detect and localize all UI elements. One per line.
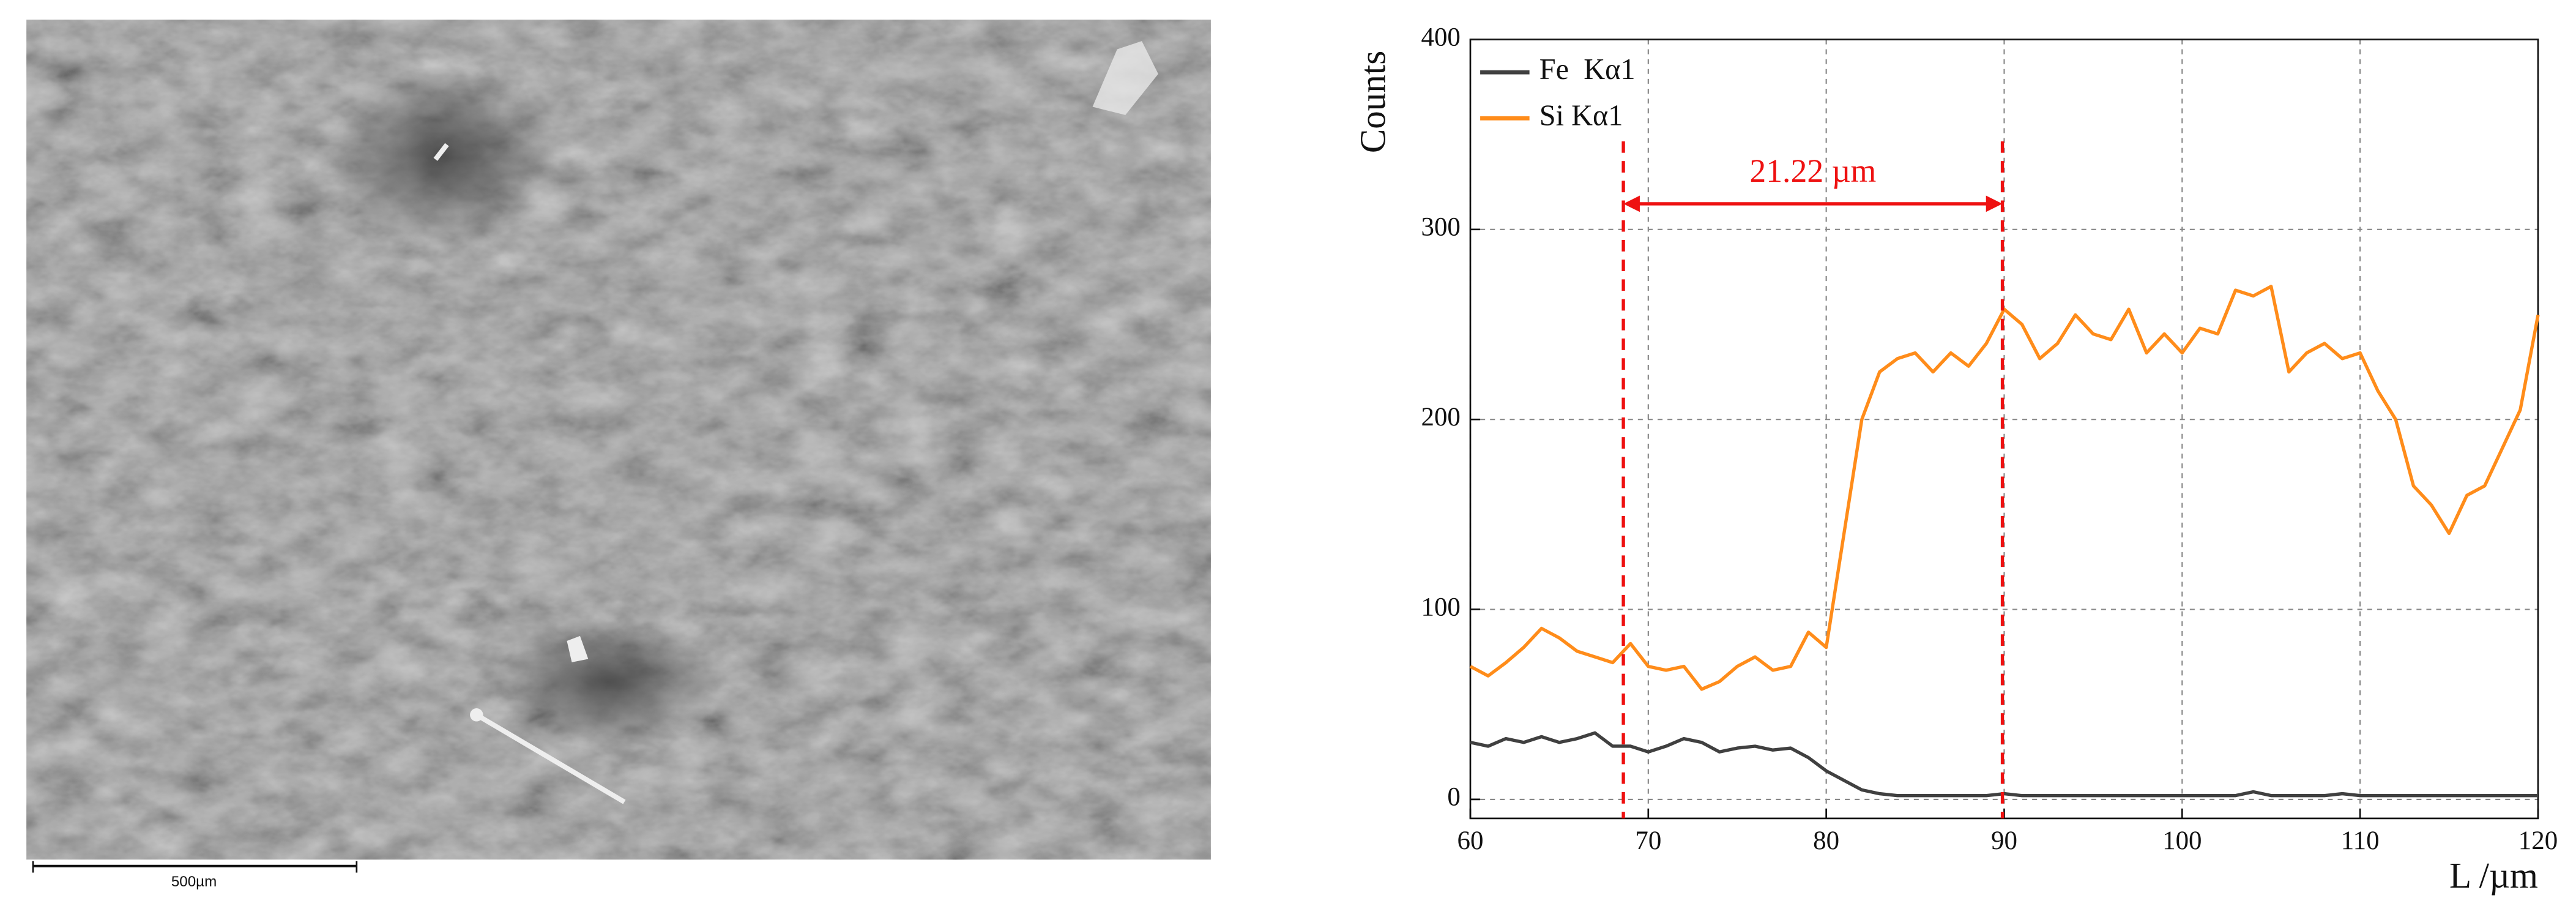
plot-frame: [1469, 39, 2539, 820]
y-tick-label: 400: [1421, 23, 1460, 51]
y-tick-label: 300: [1421, 213, 1460, 242]
x-tick-label: 60: [1457, 826, 1484, 855]
legend-label: Si Kα1: [1539, 99, 1623, 132]
y-tick-label: 100: [1421, 593, 1460, 621]
scan-start: [470, 708, 483, 722]
y-tick-label: 0: [1447, 783, 1460, 812]
x-tick-label: 100: [2162, 826, 2202, 855]
scale-bar-label: 500µm: [171, 874, 217, 890]
data-line: [1470, 731, 2538, 798]
data-line: [1469, 285, 2540, 691]
x-axis-label: L /µm: [2449, 855, 2538, 896]
x-tick-label: 120: [2518, 826, 2558, 855]
arrow-head: [1986, 195, 2003, 212]
x-tick-label: 70: [1635, 826, 1661, 855]
bright-particle: [567, 635, 589, 662]
x-tick-label: 90: [1991, 826, 2017, 855]
y-axis-label: Counts: [1353, 51, 1393, 153]
arrow-head: [1623, 195, 1640, 212]
annotation-label: 21.22 µm: [1749, 152, 1876, 189]
x-tick-label: 110: [2341, 826, 2380, 855]
dark-spot: [329, 66, 559, 247]
bright-particle: [1092, 41, 1158, 115]
sem-image: 500µm: [26, 20, 1211, 890]
x-tick-label: 80: [1813, 826, 1839, 855]
legend-label: Fe Kα1: [1539, 53, 1636, 86]
y-tick-label: 200: [1421, 403, 1460, 432]
dark-spot: [493, 616, 723, 748]
scan-line: [475, 713, 626, 804]
probe-mark: [433, 143, 449, 161]
